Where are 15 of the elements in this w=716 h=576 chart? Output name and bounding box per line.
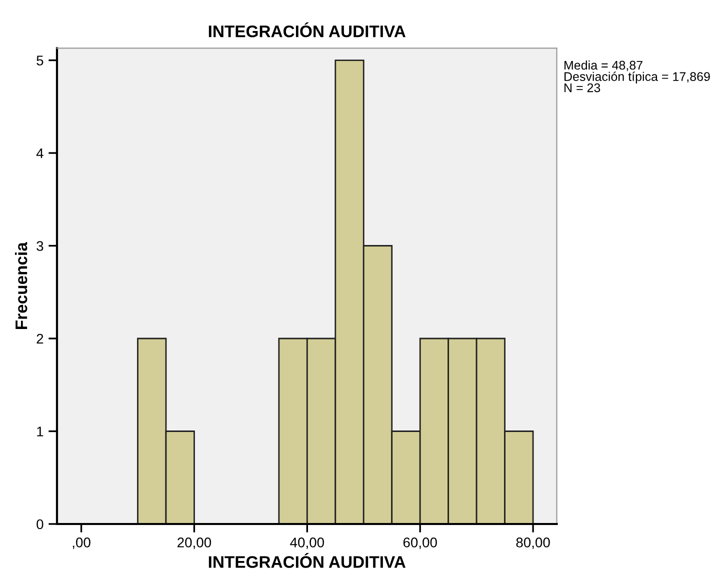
y-axis-title: Frecuencia — [14, 242, 28, 329]
x-tick-label: 20,00 — [178, 538, 212, 550]
y-tick-label: 5 — [36, 56, 44, 66]
y-tick-label: 1 — [37, 426, 44, 436]
x-tick-label: 80,00 — [516, 538, 550, 550]
x-tick-label: 40,00 — [290, 538, 324, 550]
x-tick-label: ,00 — [72, 538, 90, 550]
y-tick-label: 4 — [36, 148, 44, 158]
y-tick-label: 3 — [36, 241, 44, 251]
y-tick-label: 0 — [36, 519, 44, 530]
text: Media = 48,87 Desviación típica = 17,869 N = 23 — [564, 60, 710, 92]
x-tick-label: 60,00 — [403, 538, 437, 550]
y-tick-label: 2 — [36, 334, 44, 344]
chart-title: INTEGRACIÓN AUDITIVA — [208, 22, 406, 38]
x-axis-title: INTEGRACIÓN AUDITIVA — [208, 552, 406, 568]
